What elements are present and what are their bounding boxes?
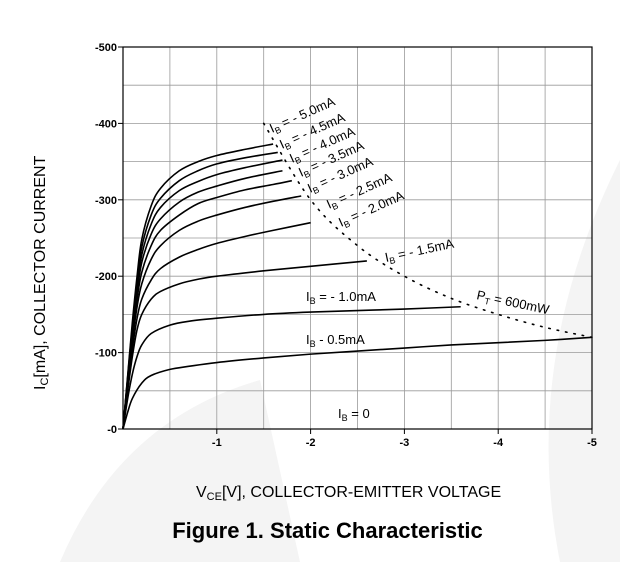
curves	[122, 122, 593, 430]
y-tick-label: -300	[95, 195, 117, 207]
plot-frame	[122, 46, 593, 430]
x-tick-label: -2	[306, 437, 316, 449]
y-tick-label: -0	[107, 424, 117, 436]
series-curve	[122, 305, 461, 430]
series-curve	[122, 221, 311, 430]
background-watermark	[60, 160, 620, 562]
series-label: IB = - 1.5mA	[384, 236, 456, 267]
axes: -0 -100 -200 -300 -400 -500 -1 -2 -3 -4 -5	[95, 42, 597, 449]
series-curve	[122, 143, 274, 430]
watermark-shape-left	[60, 380, 300, 562]
series-label: IB = 0	[338, 406, 370, 423]
axis-titles: VCE[V], COLLECTOR-EMITTER VOLTAGE IC[mA],…	[32, 155, 501, 503]
grid	[122, 46, 593, 430]
y-axis-title: IC[mA], COLLECTOR CURRENT	[32, 155, 51, 390]
series-label: IB = - 1.0mA	[306, 289, 376, 306]
figure-caption: Figure 1. Static Characteristic	[172, 518, 483, 543]
y-tick-label: -400	[95, 118, 117, 130]
x-tick-label: -1	[212, 437, 222, 449]
y-tick-label: -500	[95, 42, 117, 54]
series-curve	[122, 195, 302, 430]
x-tick-label: -5	[587, 437, 597, 449]
series-curve	[122, 336, 593, 430]
x-tick-label: -4	[493, 437, 504, 449]
series-curve	[122, 260, 367, 430]
y-tick-label: -200	[95, 271, 117, 283]
x-axis-title: VCE[V], COLLECTOR-EMITTER VOLTAGE	[196, 484, 501, 503]
series-label: IB - 0.5mA	[306, 332, 365, 349]
curve-labels: IB = 0 IB - 0.5mA IB = - 1.0mA IB = - 1.5mA…	[267, 93, 551, 423]
watermark-shape-right	[548, 160, 620, 562]
y-tick-label: -100	[95, 348, 117, 360]
x-tick-label: -3	[400, 437, 410, 449]
